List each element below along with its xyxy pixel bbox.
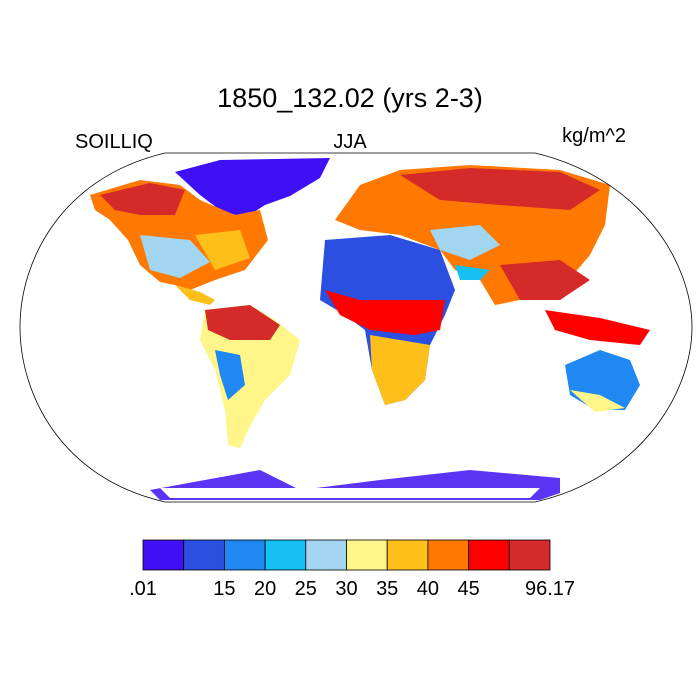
- colorbar-box: [468, 539, 510, 571]
- africa-south: [370, 335, 430, 405]
- arabia: [455, 265, 490, 280]
- units-label: kg/m^2: [562, 125, 626, 147]
- north-america-north: [100, 183, 185, 215]
- map-outline: [19, 152, 693, 503]
- south-america: [200, 305, 300, 448]
- antarctica-interior: [160, 488, 540, 498]
- indonesia: [545, 310, 650, 345]
- south-america-north: [205, 305, 280, 340]
- colorbar-box: [183, 539, 225, 571]
- season-label: JJA: [333, 131, 367, 153]
- colorbar-box: [508, 539, 551, 571]
- colorbar-label: 30: [335, 578, 357, 600]
- colorbar-label: 35: [376, 578, 398, 600]
- colorbar-box: [223, 539, 266, 571]
- eurasia-north: [400, 168, 600, 210]
- title: 1850_132.02 (yrs 2-3): [217, 83, 483, 113]
- colorbar-label: 40: [417, 578, 439, 600]
- greenland: [175, 158, 330, 218]
- colorbar-label: 25: [295, 578, 317, 600]
- africa-central: [325, 290, 445, 335]
- colorbar-label: 20: [254, 578, 276, 600]
- north-america-east: [195, 230, 250, 270]
- colorbar-label: 96.17: [525, 578, 575, 600]
- colorbar-box: [305, 539, 347, 571]
- colorbar: .01 15 20 25 30 35 40 45 96.17: [129, 539, 575, 600]
- map: [19, 152, 693, 503]
- colorbar-box: [346, 539, 388, 571]
- central-asia: [430, 225, 500, 260]
- colorbar-box: [427, 539, 469, 571]
- central-america: [175, 285, 215, 305]
- colorbar-box: [142, 539, 185, 571]
- north-america-west: [140, 235, 210, 278]
- colorbar-label: .01: [129, 578, 157, 600]
- colorbar-box: [264, 539, 307, 571]
- colorbar-label: 15: [213, 578, 235, 600]
- south-asia: [500, 260, 590, 300]
- australia-south: [570, 390, 625, 412]
- colorbar-label: 45: [457, 578, 479, 600]
- variable-label: SOILLIQ: [75, 131, 153, 153]
- colorbar-box: [386, 539, 429, 571]
- south-america-west: [215, 350, 245, 400]
